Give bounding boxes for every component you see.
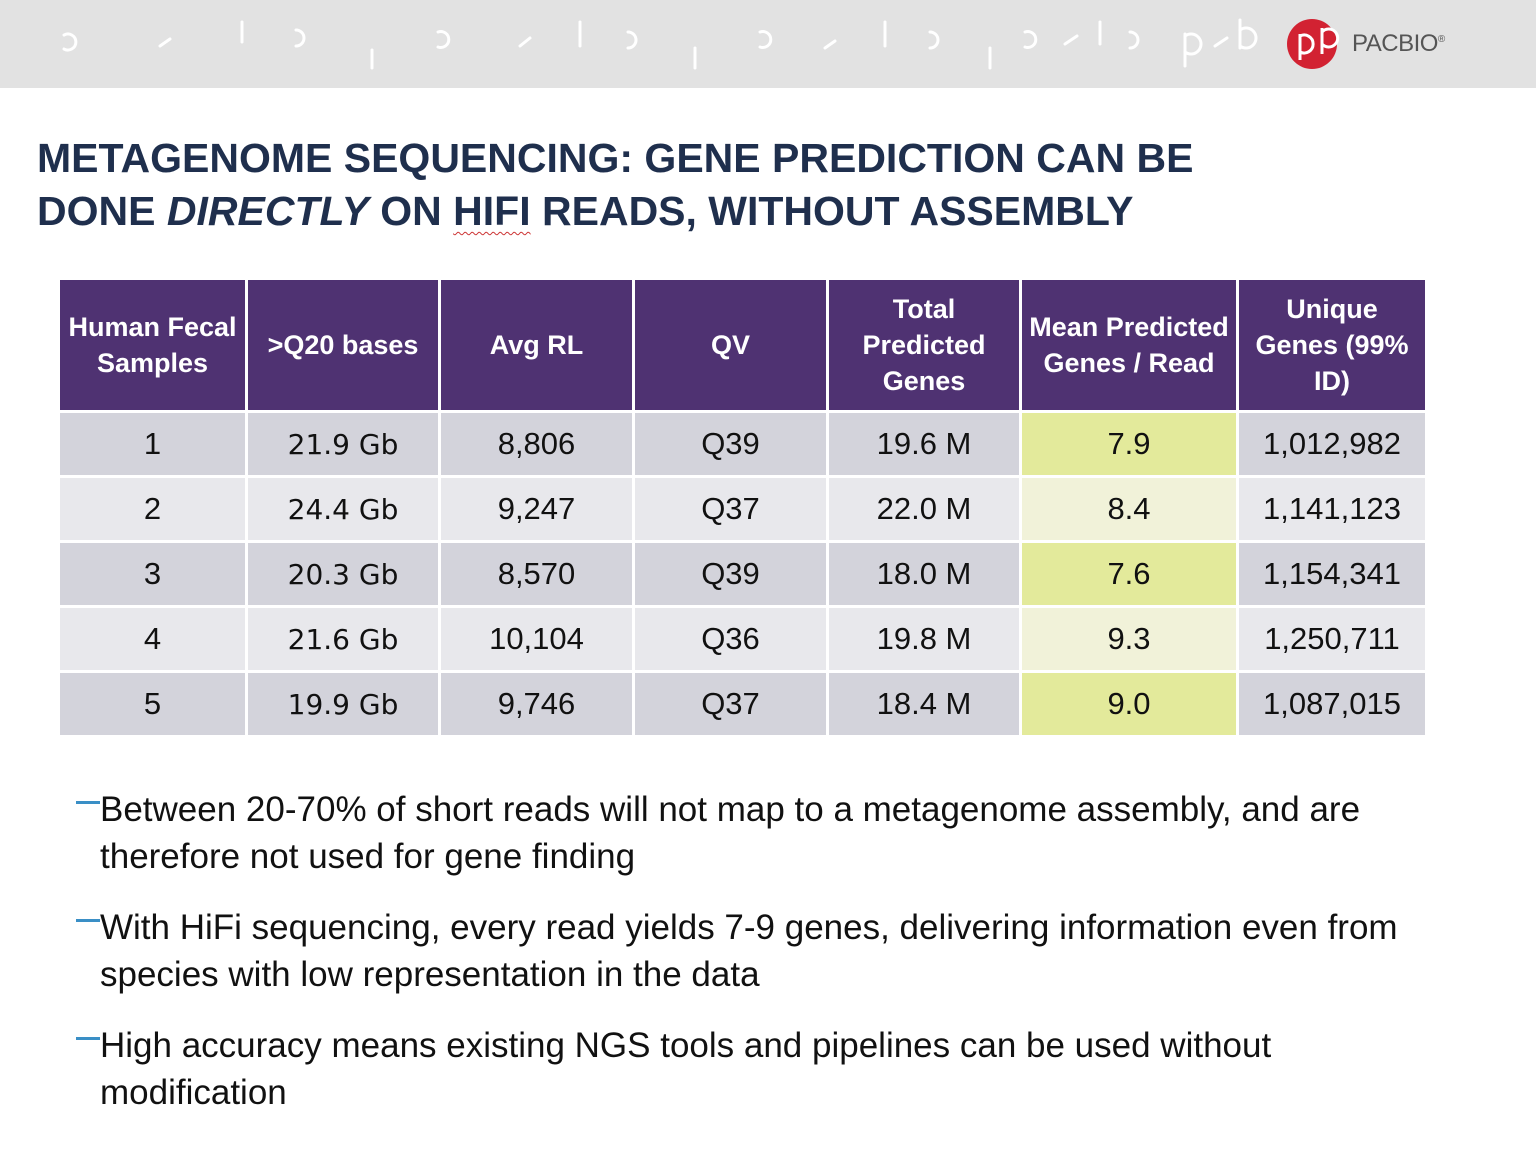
table-cell: 19.9 Gb xyxy=(245,670,441,738)
header-row: Human Fecal Samples >Q20 bases Avg RL QV Tot… xyxy=(57,277,1428,413)
table-cell: 9,247 xyxy=(438,475,635,543)
brand-name: PACBIO xyxy=(1352,30,1438,57)
table-cell: 9,746 xyxy=(438,670,635,738)
data-table: Human Fecal Samples >Q20 bases Avg RL QV Tot… xyxy=(57,277,1428,738)
column-header: >Q20 bases xyxy=(245,277,441,413)
bullet-item: Between 20-70% of short reads will not m… xyxy=(76,786,1450,880)
column-header: Avg RL xyxy=(438,277,635,413)
table-row: 1 21.9 Gb 8,806 Q39 19.6 M 7.9 1,012,982 xyxy=(57,410,1428,478)
column-header: Mean Predicted Genes / Read xyxy=(1019,277,1239,413)
table-cell: 18.0 M xyxy=(826,540,1022,608)
header-decor xyxy=(62,18,1340,70)
column-header: Unique Genes (99% ID) xyxy=(1236,277,1428,413)
table-cell: 20.3 Gb xyxy=(245,540,441,608)
table-cell: 8,806 xyxy=(438,410,635,478)
title-line: METAGENOME SEQUENCING: GENE PREDICTION C… xyxy=(37,135,1194,181)
slide-title: METAGENOME SEQUENCING: GENE PREDICTION C… xyxy=(37,132,1193,238)
brand-logo-text: PACBIO® xyxy=(1352,30,1445,58)
table-row: 3 20.3 Gb 8,570 Q39 18.0 M 7.6 1,154,341 xyxy=(57,540,1428,608)
table-cell: 7.6 xyxy=(1019,540,1239,608)
table-cell: 19.6 M xyxy=(826,410,1022,478)
table-cell: 7.9 xyxy=(1019,410,1239,478)
table-cell: 10,104 xyxy=(438,605,635,673)
table-cell: 2 xyxy=(57,475,248,543)
table-cell: 1,250,711 xyxy=(1236,605,1428,673)
title-text: HIFI xyxy=(453,188,531,234)
title-emphasis: DIRECTLY xyxy=(166,188,369,234)
table-cell: 24.4 Gb xyxy=(245,475,441,543)
bullet-item: High accuracy means existing NGS tools a… xyxy=(76,1022,1450,1116)
table-cell: 18.4 M xyxy=(826,670,1022,738)
title-text: READS, WITHOUT ASSEMBLY xyxy=(542,188,1134,234)
table-row: 4 21.6 Gb 10,104 Q36 19.8 M 9.3 1,250,711 xyxy=(57,605,1428,673)
table-body: 1 21.9 Gb 8,806 Q39 19.6 M 7.9 1,012,982 2 24.4 … xyxy=(57,410,1428,738)
column-header: Human Fecal Samples xyxy=(57,277,248,413)
table-cell: 8,570 xyxy=(438,540,635,608)
table-row: 5 19.9 Gb 9,746 Q37 18.4 M 9.0 1,087,015 xyxy=(57,670,1428,738)
table-cell: 5 xyxy=(57,670,248,738)
table-cell: 19.8 M xyxy=(826,605,1022,673)
brand-mark: ® xyxy=(1437,34,1445,45)
table-row: 2 24.4 Gb 9,247 Q37 22.0 M 8.4 1,141,123 xyxy=(57,475,1428,543)
column-header: QV xyxy=(632,277,829,413)
header-bar: PACBIO® xyxy=(0,0,1536,88)
table-cell: 21.9 Gb xyxy=(245,410,441,478)
title-text: DONE xyxy=(37,188,156,234)
table-cell: Q39 xyxy=(632,410,829,478)
table-cell: 1,141,123 xyxy=(1236,475,1428,543)
table-cell: Q39 xyxy=(632,540,829,608)
table-cell: 22.0 M xyxy=(826,475,1022,543)
table-cell: 21.6 Gb xyxy=(245,605,441,673)
title-line: DONE DIRECTLY ON HIFI READS, WITHOUT ASS… xyxy=(37,185,1193,238)
bullet-list: Between 20-70% of short reads will not m… xyxy=(76,786,1450,1140)
table-cell: 9.3 xyxy=(1019,605,1239,673)
table-cell: Q37 xyxy=(632,670,829,738)
table-cell: 3 xyxy=(57,540,248,608)
column-header: Total Predicted Genes xyxy=(826,277,1022,413)
table-cell: 1 xyxy=(57,410,248,478)
table-cell: Q37 xyxy=(632,475,829,543)
bullet-item: With HiFi sequencing, every read yields … xyxy=(76,904,1450,998)
table-cell: 4 xyxy=(57,605,248,673)
table-cell: 1,154,341 xyxy=(1236,540,1428,608)
table-cell: 1,087,015 xyxy=(1236,670,1428,738)
table-cell: 9.0 xyxy=(1019,670,1239,738)
title-text: ON xyxy=(380,188,442,234)
table-cell: 8.4 xyxy=(1019,475,1239,543)
table-cell: Q36 xyxy=(632,605,829,673)
table-cell: 1,012,982 xyxy=(1236,410,1428,478)
